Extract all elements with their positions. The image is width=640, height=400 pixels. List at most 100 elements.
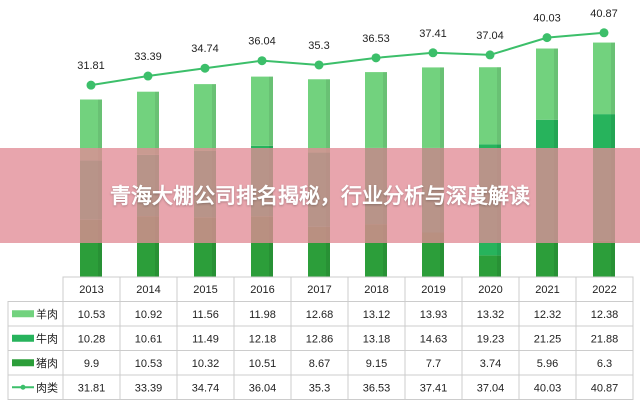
data-label-2021: 40.03	[533, 13, 561, 25]
data-label-2020: 37.04	[476, 30, 504, 42]
cell-羊肉-2020: 13.32	[477, 309, 505, 321]
legend-label-猪肉: 猪肉	[36, 357, 58, 370]
bar-shade	[212, 217, 216, 277]
cell-牛肉-2021: 21.25	[534, 333, 562, 345]
point-2013	[86, 80, 96, 90]
cell-猪肉-2016: 10.51	[249, 358, 277, 370]
cell-猪肉-2015: 10.32	[192, 358, 220, 370]
cell-肉类-2022: 40.87	[591, 382, 619, 394]
bar-猪肉-2019	[422, 232, 444, 277]
bar-羊肉-2019	[422, 67, 444, 148]
cell-羊肉-2019: 13.93	[420, 309, 448, 321]
cell-猪肉-2020: 3.74	[480, 358, 501, 370]
banner-title: 青海大棚公司排名揭秘，行业分析与深度解读	[110, 183, 530, 208]
cell-羊肉-2013: 10.53	[78, 309, 106, 321]
cell-肉类-2013: 31.81	[78, 382, 106, 394]
cell-肉类-2019: 37.41	[420, 382, 448, 394]
bar-shade	[326, 226, 330, 277]
bar-shade	[554, 242, 558, 277]
cell-羊肉-2021: 12.32	[534, 309, 562, 321]
data-label-2019: 37.41	[419, 28, 447, 40]
year-label-2022: 2022	[592, 284, 616, 296]
bar-猪肉-2022	[593, 240, 615, 277]
point-2016	[257, 56, 267, 66]
bar-羊肉-2022	[593, 42, 615, 115]
bar-shade	[269, 76, 273, 146]
legend-swatch-牛肉	[12, 334, 34, 342]
cell-肉类-2017: 35.3	[309, 382, 330, 394]
bar-shade	[383, 224, 387, 277]
cell-羊肉-2017: 12.68	[306, 309, 334, 321]
cell-羊肉-2016: 11.98	[249, 309, 276, 321]
year-label-2020: 2020	[478, 284, 502, 296]
point-2014	[143, 71, 153, 81]
bar-羊肉-2014	[137, 91, 159, 155]
year-label-2013: 2013	[79, 284, 103, 296]
legend-swatch-羊肉	[12, 310, 34, 318]
legend-label-肉类: 肉类	[36, 380, 58, 394]
cell-牛肉-2022: 21.88	[591, 333, 619, 345]
data-label-2018: 36.53	[362, 33, 390, 45]
cell-羊肉-2014: 10.92	[135, 309, 163, 321]
cell-猪肉-2017: 8.67	[309, 358, 330, 370]
cell-肉类-2021: 40.03	[534, 382, 562, 394]
bar-羊肉-2020	[479, 67, 501, 145]
point-2021	[542, 33, 552, 43]
data-label-2017: 35.3	[308, 40, 329, 52]
cell-肉类-2016: 36.04	[249, 382, 277, 394]
bar-猪肉-2021	[536, 242, 558, 277]
bar-羊肉-2017	[308, 79, 330, 153]
point-2019	[428, 48, 438, 58]
year-label-2017: 2017	[307, 284, 331, 296]
data-label-2014: 33.39	[134, 51, 162, 63]
point-2020	[485, 50, 495, 60]
data-label-2016: 36.04	[248, 36, 276, 48]
point-2022	[599, 28, 609, 38]
bar-shade	[440, 232, 444, 277]
bar-shade	[326, 79, 330, 153]
cell-牛肉-2016: 12.18	[249, 333, 277, 345]
cell-牛肉-2017: 12.86	[306, 333, 334, 345]
year-label-2018: 2018	[364, 284, 388, 296]
point-2017	[314, 60, 324, 70]
point-2018	[371, 53, 381, 63]
bar-shade	[155, 91, 159, 155]
year-label-2021: 2021	[535, 284, 559, 296]
legend-label-牛肉: 牛肉	[36, 331, 58, 345]
title-banner: 青海大棚公司排名揭秘，行业分析与深度解读	[0, 148, 640, 243]
cell-羊肉-2015: 11.56	[192, 309, 219, 321]
cell-羊肉-2022: 12.38	[591, 309, 619, 321]
bar-shade	[155, 216, 159, 277]
bar-shade	[383, 72, 387, 148]
cell-羊肉-2018: 13.12	[363, 309, 391, 321]
cell-猪肉-2021: 5.96	[537, 358, 558, 370]
bar-shade	[98, 219, 102, 277]
cell-牛肉-2014: 10.61	[135, 333, 163, 345]
legend-swatch-猪肉	[12, 359, 34, 367]
year-label-2019: 2019	[421, 284, 445, 296]
bar-shade	[554, 48, 558, 120]
cell-牛肉-2020: 19.23	[477, 333, 505, 345]
bar-shade	[212, 84, 216, 151]
data-label-2015: 34.74	[191, 43, 219, 55]
cell-肉类-2015: 34.74	[192, 382, 220, 394]
bar-羊肉-2015	[194, 84, 216, 151]
cell-肉类-2018: 36.53	[363, 382, 391, 394]
bar-shade	[497, 255, 501, 277]
cell-肉类-2020: 37.04	[477, 382, 505, 394]
bar-shade	[611, 42, 615, 115]
cell-猪肉-2019: 7.7	[426, 358, 441, 370]
cell-猪肉-2013: 9.9	[84, 358, 99, 370]
legend-marker-肉类	[20, 384, 26, 390]
data-label-2022: 40.87	[590, 8, 618, 20]
bar-羊肉-2021	[536, 48, 558, 120]
cell-牛肉-2018: 13.18	[363, 333, 391, 345]
year-label-2015: 2015	[193, 284, 217, 296]
bar-羊肉-2016	[251, 76, 273, 146]
bar-shade	[497, 67, 501, 145]
bar-shade	[98, 99, 102, 161]
cell-猪肉-2018: 9.15	[366, 358, 387, 370]
data-label-2013: 31.81	[77, 60, 105, 72]
cell-牛肉-2015: 11.49	[192, 333, 219, 345]
bar-猪肉-2020	[479, 255, 501, 277]
